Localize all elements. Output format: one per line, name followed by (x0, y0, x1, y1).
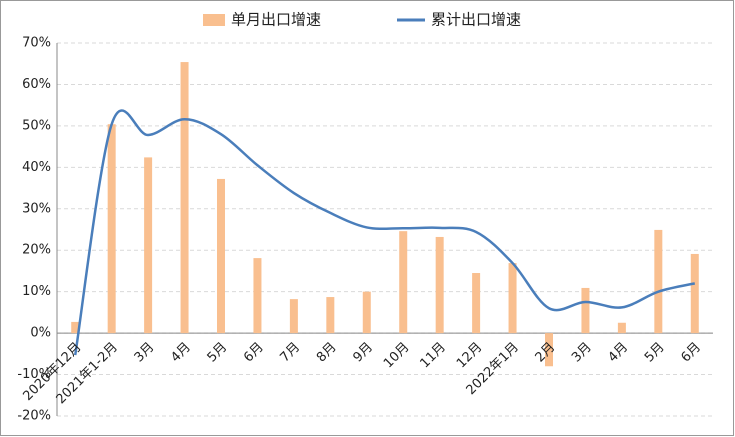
line (73, 109, 696, 356)
bar (326, 297, 335, 334)
bar (654, 229, 663, 334)
legend-swatch (203, 14, 225, 26)
y-tick-label: 10% (22, 284, 51, 299)
bar (617, 322, 626, 334)
bar (180, 62, 189, 334)
bar (690, 253, 699, 334)
bar (289, 299, 298, 334)
bar (399, 231, 408, 334)
bar (253, 258, 262, 334)
legend-label: 累计出口增速 (431, 11, 521, 29)
bar (581, 287, 590, 334)
y-tick-label: 0% (30, 326, 51, 341)
y-tick-label: 30% (22, 201, 51, 216)
bar (107, 124, 116, 334)
y-tick-label: -10% (17, 367, 51, 382)
bar (144, 157, 153, 334)
bar (71, 321, 80, 334)
legend-label: 单月出口增速 (231, 11, 321, 29)
y-tick-label: 20% (22, 243, 51, 258)
y-tick-label: 70% (22, 36, 51, 51)
bar (472, 273, 481, 334)
bar (217, 178, 225, 334)
bar (545, 333, 553, 367)
bar (435, 236, 444, 334)
bar (508, 263, 517, 334)
y-tick-label: -20% (17, 409, 51, 424)
y-tick-label: 50% (22, 118, 51, 133)
bar (362, 291, 371, 334)
y-tick-label: 40% (22, 160, 51, 175)
y-tick-label: 60% (22, 77, 51, 92)
